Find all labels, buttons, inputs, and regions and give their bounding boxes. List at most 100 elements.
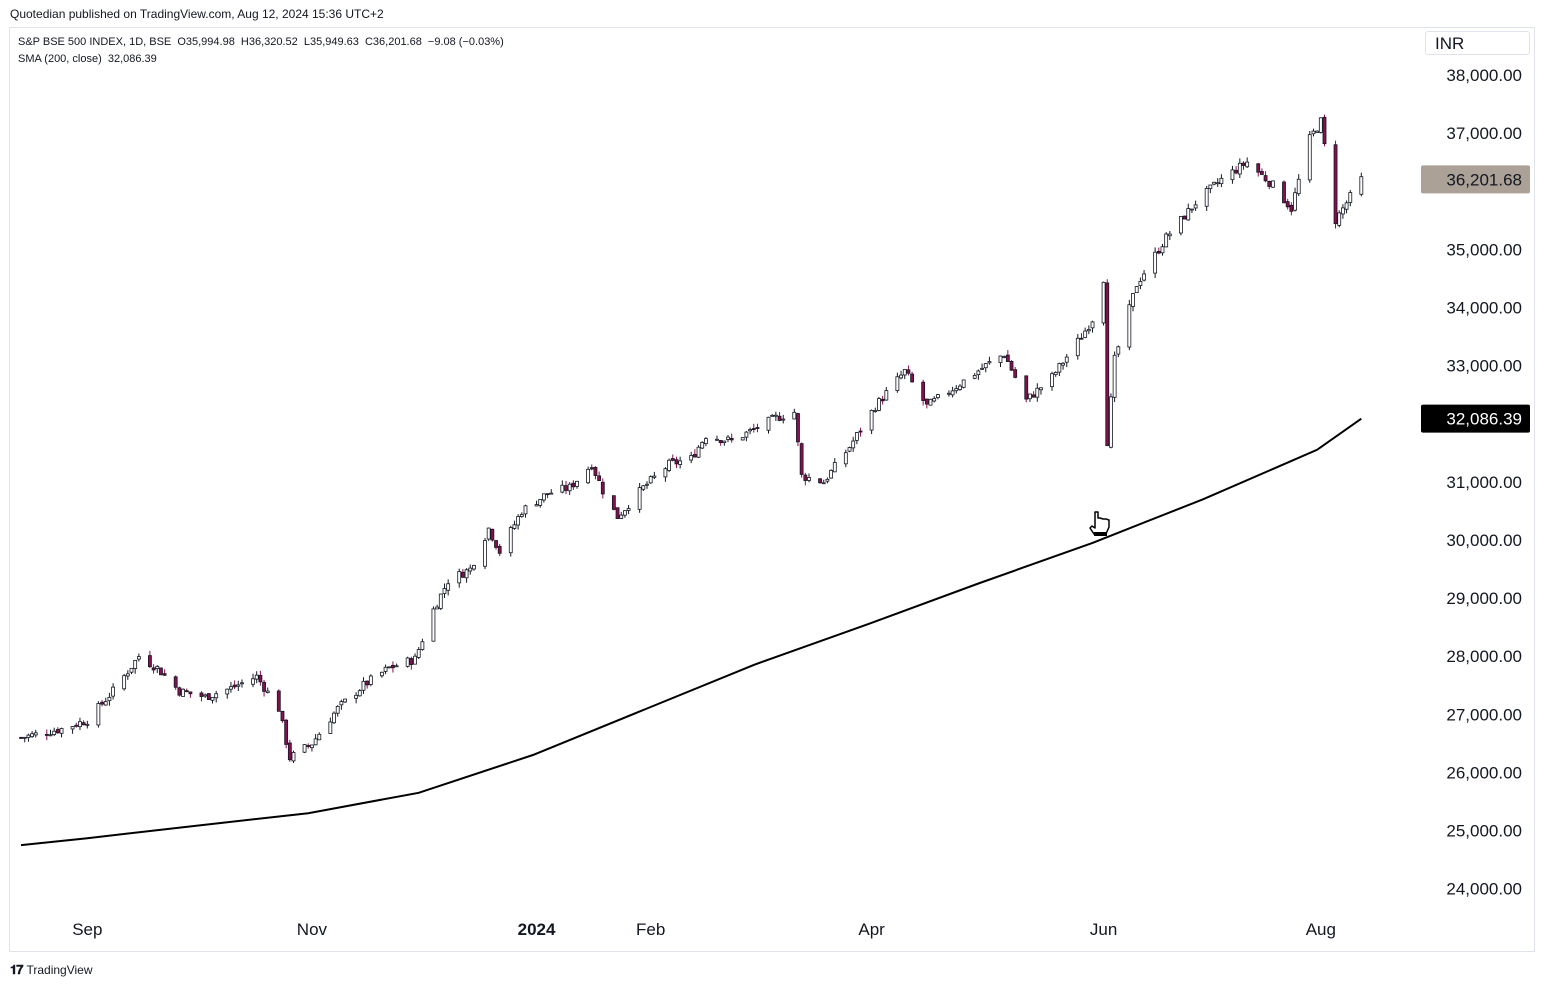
candle-body: [1322, 116, 1327, 145]
candle-body: [615, 507, 620, 520]
candle-body: [457, 571, 462, 584]
candle-body: [335, 705, 340, 714]
candle-body: [1190, 208, 1194, 211]
tradingview-footer[interactable]: 𝟏𝟕 TradingView: [10, 962, 93, 978]
candle-body: [413, 655, 417, 665]
candle-body: [854, 432, 859, 441]
candle-body: [229, 686, 233, 690]
last-price-label-bg: [1421, 165, 1530, 194]
candle-body: [1075, 337, 1080, 357]
candle-body: [976, 370, 981, 376]
candle-body: [343, 698, 347, 703]
candle-body: [1271, 180, 1275, 188]
candle-body: [472, 565, 476, 570]
candle-body: [159, 667, 163, 676]
publisher-header: Quotedian published on TradingView.com, …: [10, 7, 384, 21]
candle-body: [799, 443, 804, 475]
candle-body: [435, 606, 440, 610]
open-value: O35,994.98: [177, 36, 235, 48]
candle-body: [30, 733, 34, 738]
candle-body: [796, 413, 800, 443]
candle-body: [1109, 396, 1113, 448]
x-tick-label: Sep: [72, 920, 102, 939]
chart-legend: S&P BSE 500 INDEX, 1D, BSE O35,994.98 H3…: [18, 34, 507, 68]
y-tick-label: 28,000.00: [1446, 647, 1522, 666]
candle-body: [468, 567, 473, 572]
candle-body: [567, 483, 572, 492]
y-tick-label: 27,000.00: [1446, 705, 1522, 724]
symbol-legend-row[interactable]: S&P BSE 500 INDEX, 1D, BSE O35,994.98 H3…: [18, 34, 507, 51]
hand-pointer-icon: [1089, 511, 1110, 536]
candle-body: [188, 691, 193, 695]
candle-body: [339, 701, 344, 706]
candle-body: [240, 682, 244, 685]
candle-body: [416, 649, 421, 658]
symbol-name: S&P BSE 500 INDEX, 1D, BSE: [18, 36, 172, 48]
y-tick-label: 24,000.00: [1446, 880, 1522, 899]
x-tick-label: 2024: [518, 920, 556, 939]
candle-body: [825, 478, 830, 482]
last-price-label: 36,201.68: [1446, 170, 1522, 189]
candle-body: [391, 664, 395, 669]
candle-body: [619, 514, 624, 519]
candle-body: [858, 430, 863, 433]
candle-body: [1024, 375, 1029, 400]
candle-body: [508, 527, 513, 554]
price-labels: 36,201.68 32,086.39: [1421, 165, 1530, 433]
candle-body: [26, 734, 31, 739]
candle-body: [55, 729, 60, 734]
candle-body: [1230, 169, 1235, 181]
candle-body: [225, 688, 230, 695]
candle-body: [420, 641, 425, 650]
candle-body: [1053, 372, 1058, 376]
candle-body: [1050, 373, 1054, 388]
candle-body: [641, 485, 646, 490]
candle-body: [1105, 282, 1110, 447]
candle-body: [678, 460, 683, 465]
candle-body: [490, 528, 495, 541]
candle-body: [280, 710, 285, 722]
candle-body: [265, 690, 270, 693]
candle-body: [1064, 356, 1069, 363]
candle-body: [1296, 178, 1301, 195]
candle-body: [173, 676, 178, 688]
candle-body: [803, 474, 808, 481]
candle-body: [704, 438, 708, 444]
candle-body: [431, 608, 436, 642]
indicator-legend-row[interactable]: SMA (200, close) 32,086.39: [18, 51, 507, 68]
candle-body: [932, 398, 937, 402]
currency-button[interactable]: INR: [1425, 31, 1530, 55]
candle-body: [1256, 163, 1261, 173]
candle-body: [807, 477, 811, 481]
candle-body: [181, 688, 185, 697]
candle-body: [148, 655, 152, 668]
candle-body: [935, 394, 940, 399]
candle-body: [409, 658, 414, 665]
candle-body: [847, 447, 852, 452]
candle-body: [1127, 304, 1132, 348]
candle-body: [483, 540, 487, 567]
candle-body: [1318, 117, 1323, 133]
candle-body: [792, 411, 797, 420]
candle-body: [1289, 204, 1294, 212]
candle-body: [1282, 181, 1286, 204]
y-tick-label: 25,000.00: [1446, 822, 1522, 841]
candle-body: [645, 483, 649, 486]
candle-body: [777, 415, 782, 421]
candle-body: [1193, 204, 1198, 209]
candle-body: [310, 744, 314, 749]
y-tick-label: 37,000.00: [1446, 124, 1522, 143]
candle-body: [899, 374, 903, 379]
candle-body: [317, 733, 322, 741]
candle-body: [983, 363, 988, 369]
candle-body: [464, 569, 469, 579]
candle-body: [184, 690, 189, 693]
candle-body: [571, 482, 576, 488]
candle-body: [1285, 201, 1290, 208]
candle-body: [1112, 354, 1117, 398]
candle-body: [751, 428, 756, 430]
chart-frame: [9, 27, 1535, 952]
tradingview-logo-icon: 𝟏𝟕: [10, 962, 24, 977]
candle-body: [851, 440, 856, 449]
